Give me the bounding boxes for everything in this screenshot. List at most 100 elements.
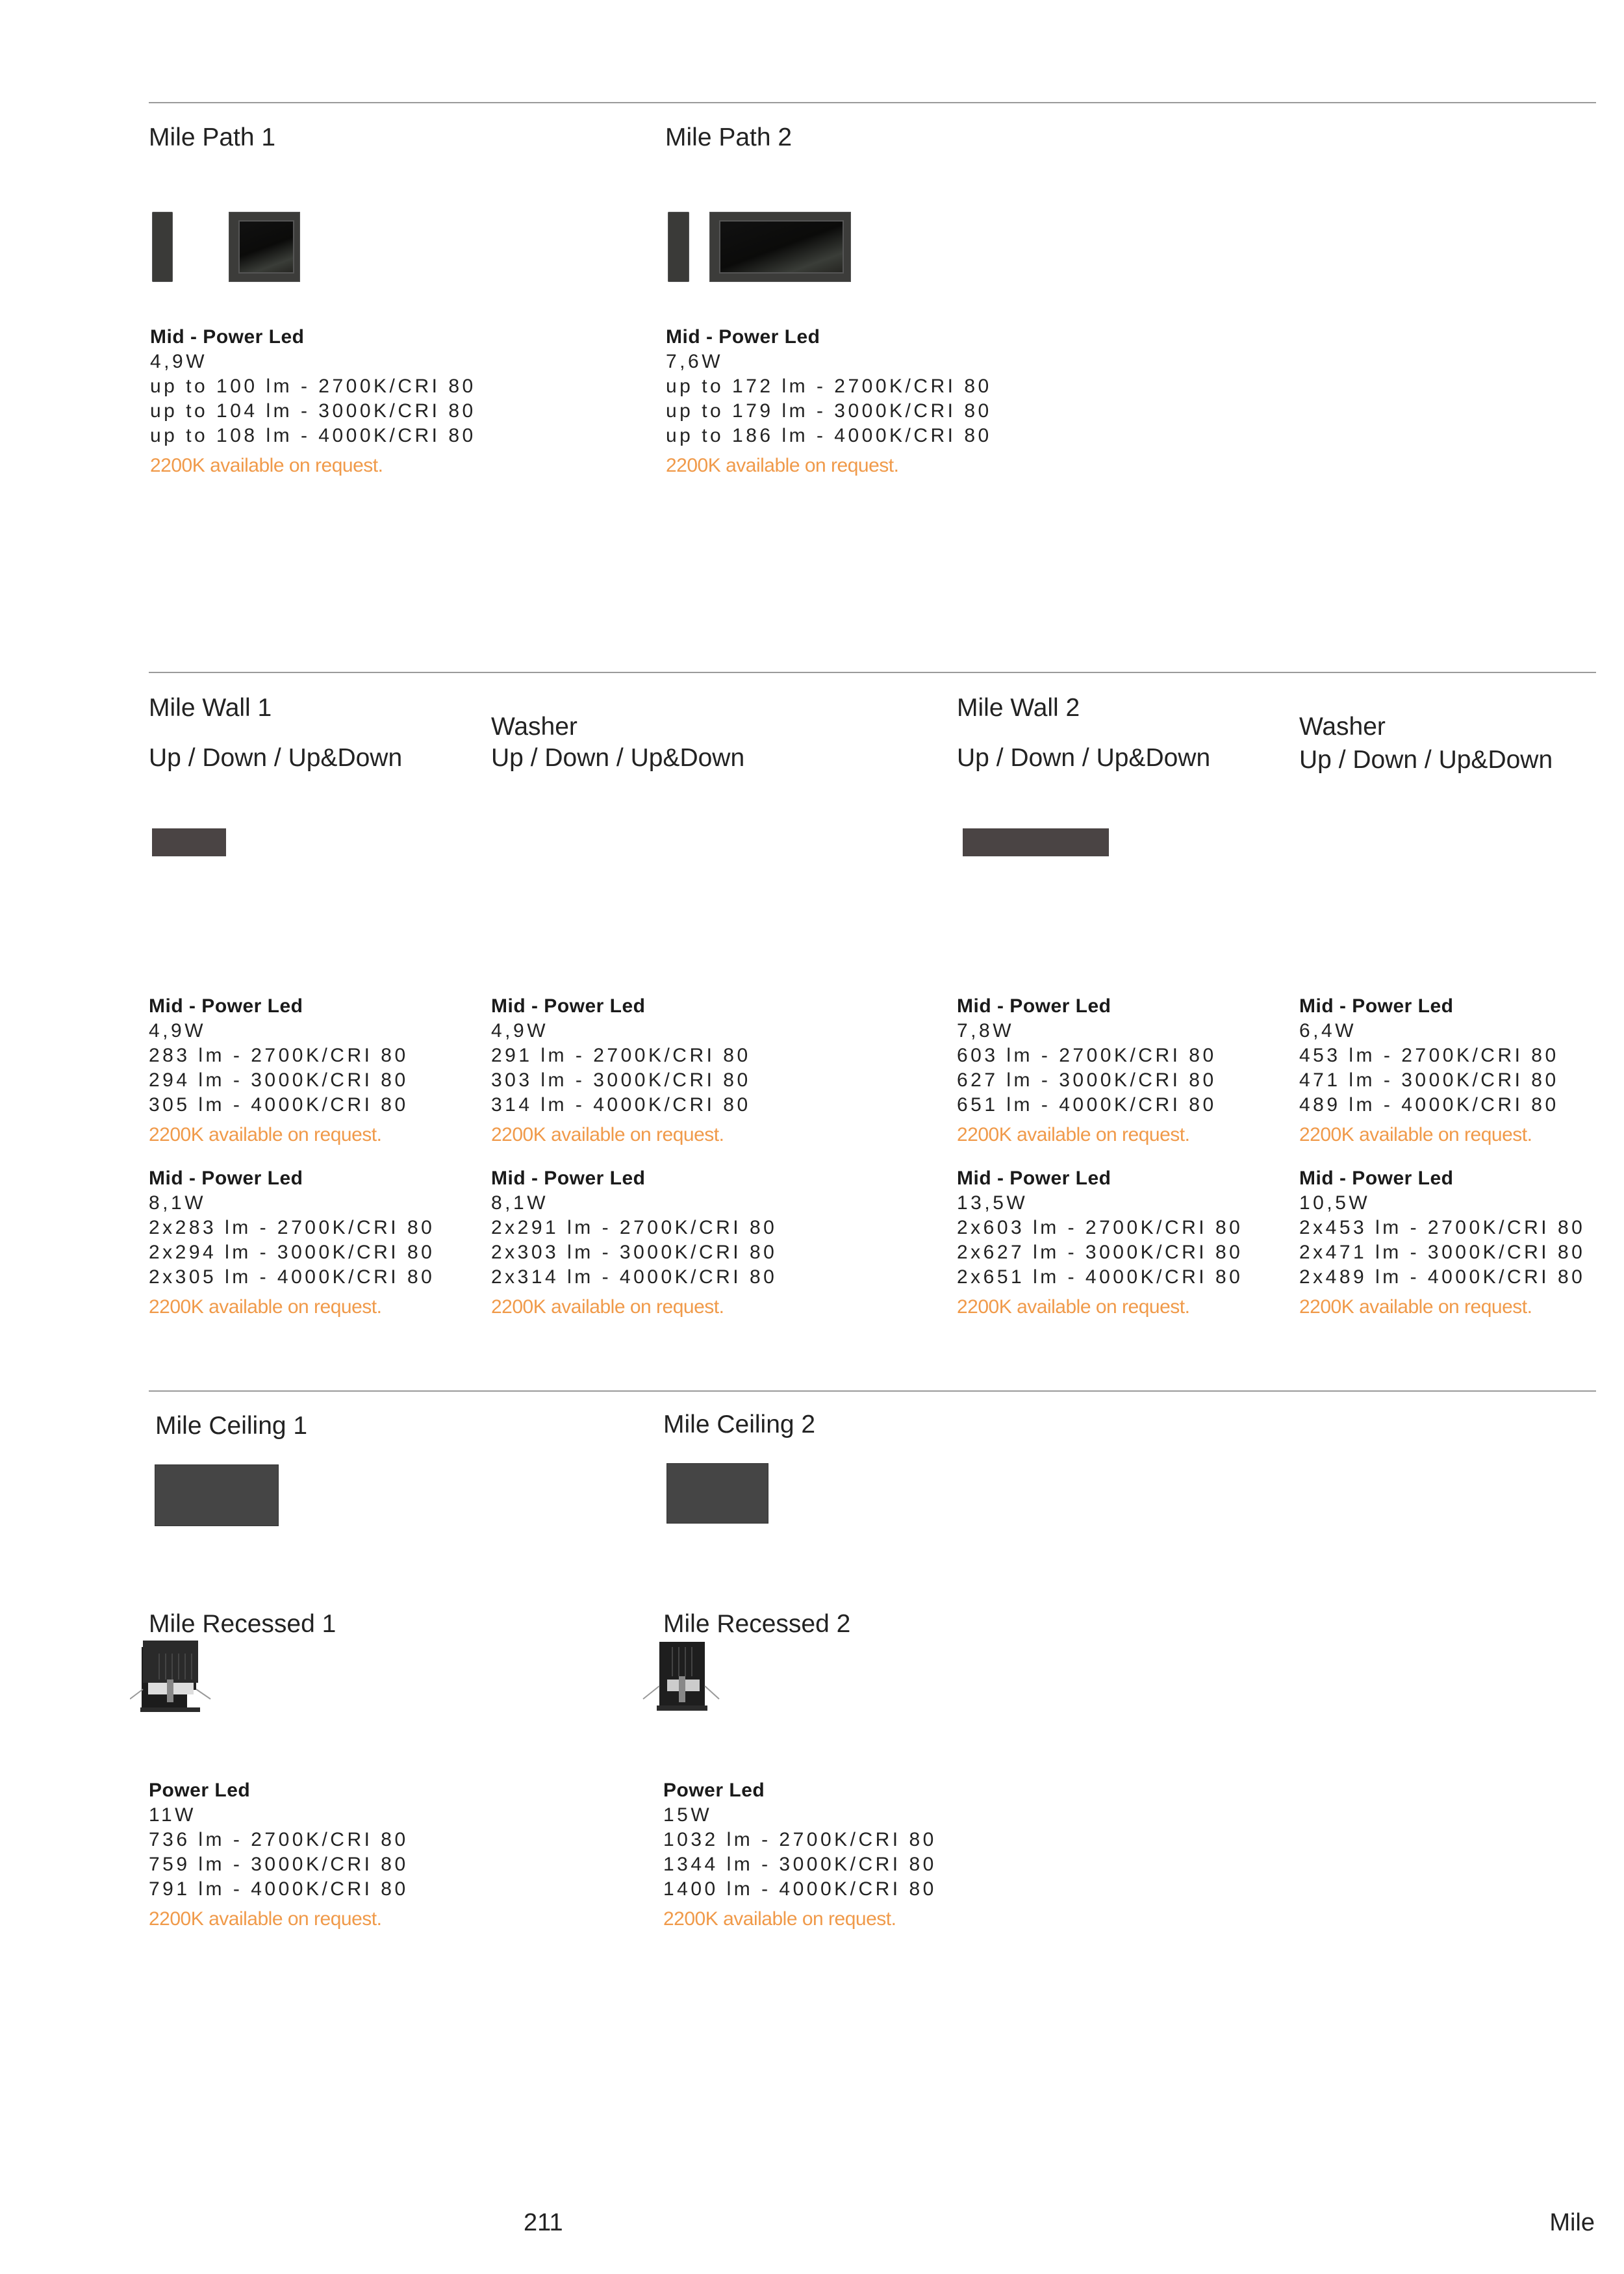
spec-wall-2-single: Mid - Power Led 7,8W 603 lm - 2700K/CRI 80… — [957, 994, 1217, 1147]
spec-lumen-line: 2x471 lm - 3000K/CRI 80 — [1299, 1242, 1586, 1263]
footer-section-name: Mile — [1549, 2209, 1595, 2236]
product-subtitle-wall-2: Up / Down / Up&Down — [957, 744, 1211, 772]
spec-lumen-line: 759 lm - 3000K/CRI 80 — [149, 1854, 409, 1875]
spec-heading: Mid - Power Led — [1299, 1168, 1454, 1189]
divider-top — [149, 102, 1596, 103]
product-title-washer-1: Washer — [491, 713, 577, 741]
spec-power: 4,9W — [491, 1020, 549, 1041]
spec-wall-2-double: Mid - Power Led 13,5W 2x603 lm - 2700K/CRI… — [957, 1166, 1243, 1320]
spec-heading: Mid - Power Led — [150, 326, 305, 348]
path-2-side-image — [668, 212, 689, 282]
spec-note: 2200K available on request. — [149, 1296, 382, 1318]
spec-power: 8,1W — [491, 1192, 549, 1214]
spec-block: Mid - Power Led 4,9W up to 100 lm - 2700K/… — [150, 325, 476, 478]
spec-lumen-line: 2x489 lm - 4000K/CRI 80 — [1299, 1266, 1586, 1288]
spec-lumen-line: up to 108 lm - 4000K/CRI 80 — [150, 425, 476, 446]
wall-2-image — [963, 828, 1109, 856]
spec-block: Mid - Power Led 10,5W 2x453 lm - 2700K/CRI… — [1299, 1166, 1585, 1320]
spec-lumen-line: 1344 lm - 3000K/CRI 80 — [663, 1854, 937, 1875]
spec-note: 2200K available on request. — [663, 1908, 896, 1930]
spec-lumen-line: up to 179 lm - 3000K/CRI 80 — [666, 400, 992, 422]
spec-lumen-line: 471 lm - 3000K/CRI 80 — [1299, 1069, 1559, 1091]
spec-power: 4,9W — [149, 1020, 207, 1041]
spec-lumen-line: 489 lm - 4000K/CRI 80 — [1299, 1094, 1559, 1116]
divider-wall — [149, 672, 1596, 673]
divider-ceiling — [149, 1390, 1596, 1392]
spec-block: Power Led 11W 736 lm - 2700K/CRI 80 759 lm … — [149, 1778, 409, 1932]
spec-power: 10,5W — [1299, 1192, 1371, 1214]
spec-washer-1-double: Mid - Power Led 8,1W 2x291 lm - 2700K/CRI … — [491, 1166, 777, 1320]
spec-block: Power Led 15W 1032 lm - 2700K/CRI 80 1344 l… — [663, 1778, 937, 1932]
spec-lumen-line: 294 lm - 3000K/CRI 80 — [149, 1069, 409, 1091]
spec-note: 2200K available on request. — [149, 1908, 382, 1930]
spec-lumen-line: 314 lm - 4000K/CRI 80 — [491, 1094, 751, 1116]
spec-power: 7,6W — [666, 351, 724, 372]
ceiling-1-image — [155, 1464, 279, 1526]
spec-lumen-line: 2x603 lm - 2700K/CRI 80 — [957, 1217, 1243, 1238]
spec-lumen-line: up to 172 lm - 2700K/CRI 80 — [666, 376, 992, 397]
spec-lumen-line: 1032 lm - 2700K/CRI 80 — [663, 1829, 937, 1850]
spec-lumen-line: 2x291 lm - 2700K/CRI 80 — [491, 1217, 778, 1238]
product-title-path-1: Mile Path 1 — [149, 123, 276, 151]
product-subtitle-washer-1: Up / Down / Up&Down — [491, 744, 745, 772]
spec-power: 4,9W — [150, 351, 208, 372]
spec-lumen-line: 2x283 lm - 2700K/CRI 80 — [149, 1217, 435, 1238]
spec-lumen-line: 603 lm - 2700K/CRI 80 — [957, 1045, 1217, 1066]
path-1-front-image — [229, 212, 300, 282]
spec-path-1: Mid - Power Led 4,9W up to 100 lm - 2700K/… — [150, 325, 476, 478]
spec-power: 11W — [149, 1804, 196, 1826]
spec-recessed-1: Power Led 11W 736 lm - 2700K/CRI 80 759 lm … — [149, 1778, 409, 1932]
spec-lumen-line: 2x453 lm - 2700K/CRI 80 — [1299, 1217, 1586, 1238]
spec-recessed-2: Power Led 15W 1032 lm - 2700K/CRI 80 1344 l… — [663, 1778, 937, 1932]
recessed-1-image — [130, 1641, 211, 1712]
path-1-side-image — [152, 212, 173, 282]
product-title-wall-2: Mile Wall 2 — [957, 694, 1080, 722]
spec-washer-2-single: Mid - Power Led 6,4W 453 lm - 2700K/CRI 80… — [1299, 994, 1559, 1147]
spec-washer-2-double: Mid - Power Led 10,5W 2x453 lm - 2700K/CRI… — [1299, 1166, 1585, 1320]
spec-heading: Mid - Power Led — [149, 1168, 303, 1189]
spec-note: 2200K available on request. — [491, 1124, 724, 1145]
spec-lumen-line: 291 lm - 2700K/CRI 80 — [491, 1045, 751, 1066]
spec-block: Mid - Power Led 7,6W up to 172 lm - 2700K/… — [666, 325, 992, 478]
spec-wall-1-double: Mid - Power Led 8,1W 2x283 lm - 2700K/CRI … — [149, 1166, 435, 1320]
spec-lumen-line: 2x303 lm - 3000K/CRI 80 — [491, 1242, 778, 1263]
spec-heading: Power Led — [149, 1780, 251, 1801]
spec-heading: Mid - Power Led — [491, 1168, 646, 1189]
spec-lumen-line: 283 lm - 2700K/CRI 80 — [149, 1045, 409, 1066]
spec-note: 2200K available on request. — [1299, 1124, 1532, 1145]
spec-note: 2200K available on request. — [957, 1124, 1190, 1145]
spec-lumen-line: 2x294 lm - 3000K/CRI 80 — [149, 1242, 435, 1263]
spec-heading: Mid - Power Led — [149, 995, 303, 1017]
spec-block: Mid - Power Led 4,9W 291 lm - 2700K/CRI 80… — [491, 994, 751, 1147]
product-title-recessed-1: Mile Recessed 1 — [149, 1610, 336, 1638]
spec-heading: Mid - Power Led — [1299, 995, 1454, 1017]
spec-block: Mid - Power Led 8,1W 2x291 lm - 2700K/CRI … — [491, 1166, 777, 1320]
spec-lumen-line: 736 lm - 2700K/CRI 80 — [149, 1829, 409, 1850]
spec-power: 6,4W — [1299, 1020, 1357, 1041]
product-title-wall-1: Mile Wall 1 — [149, 694, 272, 722]
spec-power: 13,5W — [957, 1192, 1028, 1214]
spec-lumen-line: 303 lm - 3000K/CRI 80 — [491, 1069, 751, 1091]
spec-lumen-line: 2x627 lm - 3000K/CRI 80 — [957, 1242, 1243, 1263]
spec-lumen-line: 651 lm - 4000K/CRI 80 — [957, 1094, 1217, 1116]
spec-lumen-line: 453 lm - 2700K/CRI 80 — [1299, 1045, 1559, 1066]
spec-block: Mid - Power Led 7,8W 603 lm - 2700K/CRI 80… — [957, 994, 1217, 1147]
spec-heading: Power Led — [663, 1780, 765, 1801]
spec-power: 15W — [663, 1804, 713, 1826]
spec-note: 2200K available on request. — [149, 1124, 382, 1145]
spec-note: 2200K available on request. — [666, 455, 899, 476]
spec-note: 2200K available on request. — [1299, 1296, 1532, 1318]
spec-heading: Mid - Power Led — [666, 326, 820, 348]
spec-lumen-line: 627 lm - 3000K/CRI 80 — [957, 1069, 1217, 1091]
spec-note: 2200K available on request. — [150, 455, 383, 476]
ceiling-2-image — [666, 1463, 768, 1524]
spec-block: Mid - Power Led 8,1W 2x283 lm - 2700K/CRI … — [149, 1166, 435, 1320]
spec-lumen-line: up to 100 lm - 2700K/CRI 80 — [150, 376, 476, 397]
spec-wall-1-single: Mid - Power Led 4,9W 283 lm - 2700K/CRI 80… — [149, 994, 409, 1147]
product-title-ceiling-1: Mile Ceiling 1 — [155, 1412, 308, 1440]
spec-power: 7,8W — [957, 1020, 1015, 1041]
spec-block: Mid - Power Led 4,9W 283 lm - 2700K/CRI 80… — [149, 994, 409, 1147]
spec-power: 8,1W — [149, 1192, 207, 1214]
wall-1-image — [152, 828, 226, 856]
product-title-path-2: Mile Path 2 — [665, 123, 793, 151]
